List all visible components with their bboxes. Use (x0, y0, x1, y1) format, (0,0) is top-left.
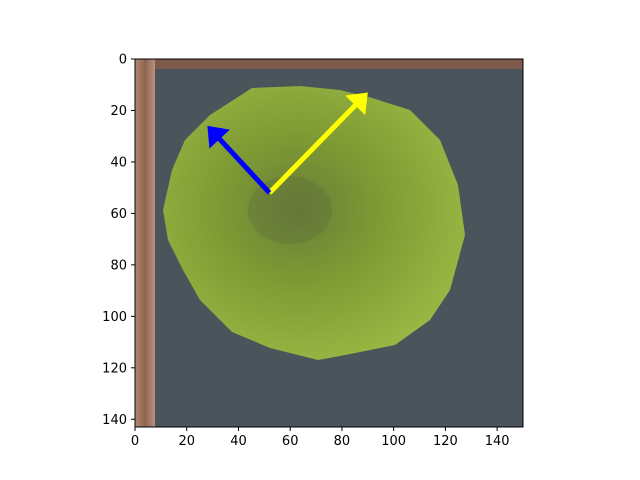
x-tick-label: 40 (230, 434, 247, 449)
blue-arrow (207, 125, 272, 195)
x-tick-label: 120 (433, 434, 458, 449)
x-tick-label: 100 (381, 434, 406, 449)
y-tick-label: 140 (102, 413, 127, 428)
yellow-arrow (267, 92, 368, 195)
y-axis: 0 20 40 60 80 100 120 140 (102, 53, 135, 428)
arrows (207, 92, 368, 195)
y-tick-label: 0 (119, 53, 127, 68)
y-tick-label: 20 (110, 104, 127, 119)
y-tick-label: 60 (110, 207, 127, 222)
y-tick-label: 40 (110, 155, 127, 170)
y-tick-label: 120 (102, 361, 127, 376)
y-tick-label: 100 (102, 310, 127, 325)
wood-top-edge (135, 59, 523, 69)
fruit (163, 86, 465, 360)
y-tick-label: 80 (110, 258, 127, 273)
x-tick-label: 80 (334, 434, 351, 449)
x-tick-label: 20 (178, 434, 195, 449)
x-tick-label: 140 (485, 434, 510, 449)
x-axis: 0 20 40 60 80 100 120 140 (131, 427, 510, 449)
x-tick-label: 0 (131, 434, 139, 449)
wood-left-edge (135, 59, 155, 427)
plot-image (135, 59, 523, 427)
x-tick-label: 60 (282, 434, 299, 449)
plot-frame (134, 58, 524, 428)
